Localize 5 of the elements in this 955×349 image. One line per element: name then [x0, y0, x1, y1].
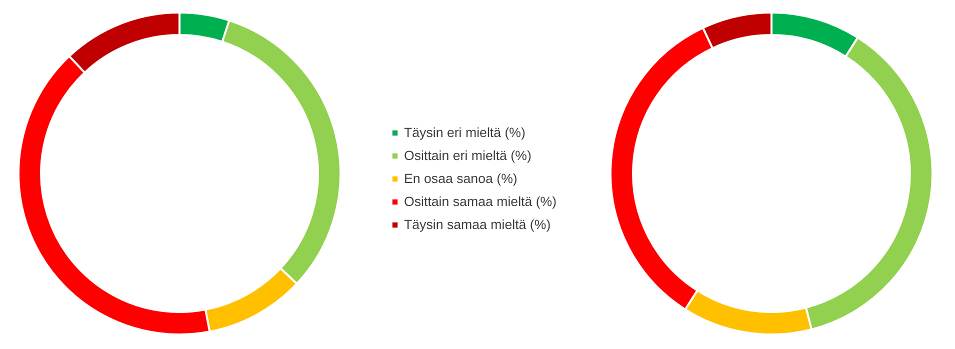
- legend-label: Täysin eri mieltä (%): [404, 125, 526, 140]
- legend-label: En osaa sanoa (%): [404, 171, 518, 186]
- legend-label: Osittain eri mieltä (%): [404, 148, 532, 163]
- legend-label: Täysin samaa mieltä (%): [404, 217, 551, 232]
- legend-label: Osittain samaa mieltä (%): [404, 194, 557, 209]
